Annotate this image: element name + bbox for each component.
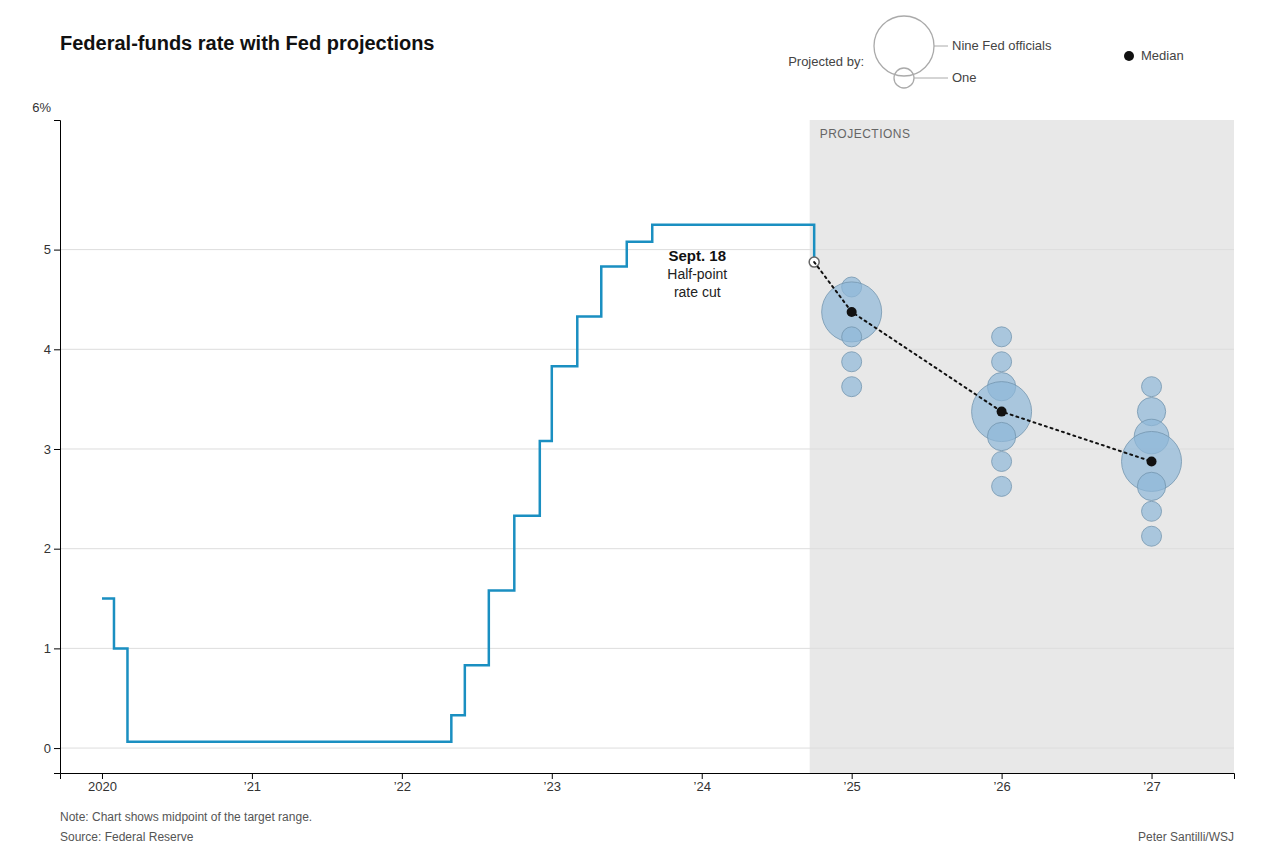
x-tick-mark [852,773,853,779]
y-tick-mark [54,449,60,450]
legend-label: Nine Fed officials [952,38,1052,53]
grid-line [60,249,1234,250]
x-tick: ’22 [394,773,411,794]
chart: 2020 ’21 ’22 ’23 ’24 ’25 ’26 ’27 0 1 2 3 4 5 6% PROJECT… [0,0,1274,853]
grid-line [60,548,1234,549]
x-tick: ’24 [694,773,711,794]
x-tick-mark [402,773,403,779]
x-axis-line [61,774,1235,780]
annotation: Half-point [667,266,727,282]
plot-area [60,120,1234,773]
x-tick-mark [702,773,703,779]
y-tick-mark [54,648,60,649]
y-tick-label: 1 [44,641,51,656]
bubble [987,422,1015,450]
x-tick-mark [1002,773,1003,779]
annotation: rate cut [674,284,721,300]
x-tick-label: 2020 [88,779,117,794]
legend-bubble [874,16,934,76]
x-tick-label: ’23 [544,779,561,794]
y-tick: 5 [44,242,60,257]
y-tick-mark [54,748,60,749]
credit: Peter Santilli/WSJ [1138,830,1234,844]
y-tick: 3 [44,442,60,457]
y-tick: 0 [44,741,60,756]
x-tick: ’25 [843,773,860,794]
legend-leader [934,46,948,47]
x-tick-label: ’27 [1143,779,1160,794]
y-tick-mark [54,250,60,251]
y-unit-label: 6% [32,100,51,115]
bubble [992,451,1012,471]
background [0,0,1274,853]
x-axis: 2020 ’21 ’22 ’23 ’24 ’25 ’26 ’27 [61,773,1235,794]
y-tick-label: 2 [44,541,51,556]
y-tick-mark [54,349,60,350]
y-tick-mark [54,549,60,550]
bubbles [822,277,1182,546]
legend-bubble [894,68,914,88]
y-tick: 4 [44,342,60,357]
y-tick: 1 [44,641,60,656]
legend-label: Median [1141,48,1184,63]
median-dot [997,407,1007,417]
bubble [1142,501,1162,521]
bubble [1142,526,1162,546]
bubble [842,352,862,372]
source: Source: Federal Reserve [60,830,194,844]
grid-line [60,648,1234,649]
legend: Projected by: Nine Fed officials One Median [788,16,1184,88]
y-tick: 2 [44,541,60,556]
x-tick-label: ’22 [394,779,411,794]
x-tick-label: ’25 [843,779,860,794]
y-tick-label: 4 [44,342,51,357]
legend-symbol [1124,51,1134,61]
bubble [1137,472,1165,500]
x-tick-label: ’21 [244,779,261,794]
bubble [842,377,862,397]
x-tick-label: ’26 [993,779,1010,794]
y-axis-line [54,121,61,774]
x-tick: 2020 [88,773,117,794]
annotation: Sept. 18 [668,247,726,264]
y-tick-label: 0 [44,741,51,756]
projection-region [810,120,1234,773]
grid-line [60,349,1234,350]
x-tick: ’23 [544,773,561,794]
x-tick-mark [552,773,553,779]
x-tick: ’27 [1143,773,1160,794]
legend-leader [914,78,948,79]
grid-line [60,748,1234,749]
grid-line [60,448,1234,449]
x-tick-mark [252,773,253,779]
title: Federal-funds rate with Fed projections [60,32,435,54]
x-tick: ’21 [244,773,261,794]
note: Note: Chart shows midpoint of the target… [60,810,312,824]
bubble [842,327,862,347]
median-line [814,262,1151,461]
bubble [992,352,1012,372]
x-tick: ’26 [993,773,1010,794]
bubble [992,327,1012,347]
x-tick-mark [1152,773,1153,779]
bubble [1142,377,1162,397]
x-tick-label: ’24 [694,779,711,794]
y-axis: 0 1 2 3 4 5 [44,121,61,774]
x-tick-mark [102,773,103,779]
legend-title: Projected by: [788,54,864,69]
legend-label: One [952,70,977,85]
median-dot [847,307,857,317]
y-tick-label: 3 [44,442,51,457]
median-dot [1147,456,1157,466]
projection-label: PROJECTIONS [820,127,911,141]
bubble [992,476,1012,496]
y-tick-label: 5 [44,242,51,257]
rate-line [102,225,814,742]
